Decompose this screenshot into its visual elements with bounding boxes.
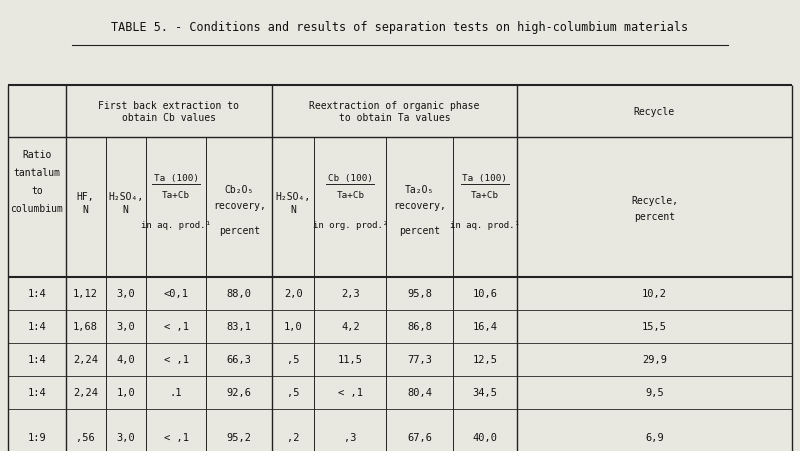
Text: .1: .1 — [170, 387, 182, 398]
Text: 67,6: 67,6 — [407, 432, 432, 442]
Text: percent: percent — [399, 225, 440, 235]
Text: Recycle,: Recycle, — [631, 196, 678, 206]
Text: 1:9: 1:9 — [27, 432, 46, 442]
Text: 1,12: 1,12 — [73, 289, 98, 299]
Text: N: N — [122, 205, 129, 215]
Text: N: N — [290, 205, 296, 215]
Text: ,5: ,5 — [287, 387, 299, 398]
Text: columbium: columbium — [10, 203, 63, 214]
Text: recovery,: recovery, — [213, 200, 266, 210]
Text: First back extraction to: First back extraction to — [98, 100, 239, 110]
Text: ,56: ,56 — [76, 432, 95, 442]
Text: 3,0: 3,0 — [116, 289, 135, 299]
Text: 16,4: 16,4 — [472, 322, 498, 332]
Text: < ,1: < ,1 — [163, 354, 189, 365]
Text: Ta+Cb: Ta+Cb — [162, 190, 190, 199]
Text: 2,24: 2,24 — [73, 354, 98, 365]
Text: 83,1: 83,1 — [226, 322, 252, 332]
Text: 86,8: 86,8 — [407, 322, 432, 332]
Text: 1,0: 1,0 — [284, 322, 302, 332]
Text: < ,1: < ,1 — [163, 322, 189, 332]
Text: Cb (100): Cb (100) — [328, 174, 373, 183]
Text: Ta (100): Ta (100) — [154, 174, 198, 183]
Text: 3,0: 3,0 — [116, 322, 135, 332]
Text: in aq. prod.¹: in aq. prod.¹ — [141, 221, 211, 230]
Text: N: N — [82, 205, 89, 215]
Text: Recycle: Recycle — [634, 106, 675, 117]
Text: 6,9: 6,9 — [645, 432, 664, 442]
Text: to obtain Ta values: to obtain Ta values — [338, 113, 450, 123]
Text: 80,4: 80,4 — [407, 387, 432, 398]
Text: 15,5: 15,5 — [642, 322, 667, 332]
Text: Ta+Cb: Ta+Cb — [470, 190, 499, 199]
Text: H₂SO₄,: H₂SO₄, — [108, 191, 143, 201]
Text: ,5: ,5 — [287, 354, 299, 365]
Text: 29,9: 29,9 — [642, 354, 667, 365]
Text: 2,3: 2,3 — [341, 289, 360, 299]
Text: ,3: ,3 — [344, 432, 357, 442]
Text: < ,1: < ,1 — [338, 387, 363, 398]
Text: 95,8: 95,8 — [407, 289, 432, 299]
Text: 77,3: 77,3 — [407, 354, 432, 365]
Text: 1:4: 1:4 — [27, 289, 46, 299]
Text: in aq. prod.¹: in aq. prod.¹ — [450, 221, 520, 230]
Text: percent: percent — [218, 225, 260, 235]
Text: 3,0: 3,0 — [116, 432, 135, 442]
Text: TABLE 5. - Conditions and results of separation tests on high-columbium material: TABLE 5. - Conditions and results of sep… — [111, 21, 689, 33]
Text: 1:4: 1:4 — [27, 354, 46, 365]
Text: 1,0: 1,0 — [116, 387, 135, 398]
Text: 92,6: 92,6 — [226, 387, 252, 398]
Text: 12,5: 12,5 — [472, 354, 498, 365]
Text: tantalum: tantalum — [14, 167, 60, 178]
Text: < ,1: < ,1 — [163, 432, 189, 442]
Text: 2,24: 2,24 — [73, 387, 98, 398]
Text: percent: percent — [634, 212, 675, 221]
Text: 88,0: 88,0 — [226, 289, 252, 299]
Text: in org. prod.²: in org. prod.² — [313, 221, 388, 230]
Text: to: to — [31, 185, 42, 196]
Text: HF,: HF, — [77, 191, 94, 201]
Text: H₂SO₄,: H₂SO₄, — [275, 191, 311, 201]
Text: <0,1: <0,1 — [163, 289, 189, 299]
Text: Ta+Cb: Ta+Cb — [336, 190, 365, 199]
Text: 1,68: 1,68 — [73, 322, 98, 332]
Text: Cb₂O₅: Cb₂O₅ — [225, 184, 254, 194]
Text: 4,0: 4,0 — [116, 354, 135, 365]
Text: 95,2: 95,2 — [226, 432, 252, 442]
Text: recovery,: recovery, — [393, 200, 446, 210]
Text: 1:4: 1:4 — [27, 322, 46, 332]
Text: Ratio: Ratio — [22, 149, 51, 160]
Text: ,2: ,2 — [287, 432, 299, 442]
Text: 40,0: 40,0 — [472, 432, 498, 442]
Text: 9,5: 9,5 — [645, 387, 664, 398]
Text: 11,5: 11,5 — [338, 354, 363, 365]
Text: Ta (100): Ta (100) — [462, 174, 507, 183]
Text: 2,0: 2,0 — [284, 289, 302, 299]
Text: Ta₂O₅: Ta₂O₅ — [405, 184, 434, 194]
Text: 34,5: 34,5 — [472, 387, 498, 398]
Text: 66,3: 66,3 — [226, 354, 252, 365]
Text: 10,2: 10,2 — [642, 289, 667, 299]
Text: Reextraction of organic phase: Reextraction of organic phase — [310, 100, 479, 110]
Text: obtain Cb values: obtain Cb values — [122, 113, 216, 123]
Text: 10,6: 10,6 — [472, 289, 498, 299]
Text: 1:4: 1:4 — [27, 387, 46, 398]
Text: 4,2: 4,2 — [341, 322, 360, 332]
